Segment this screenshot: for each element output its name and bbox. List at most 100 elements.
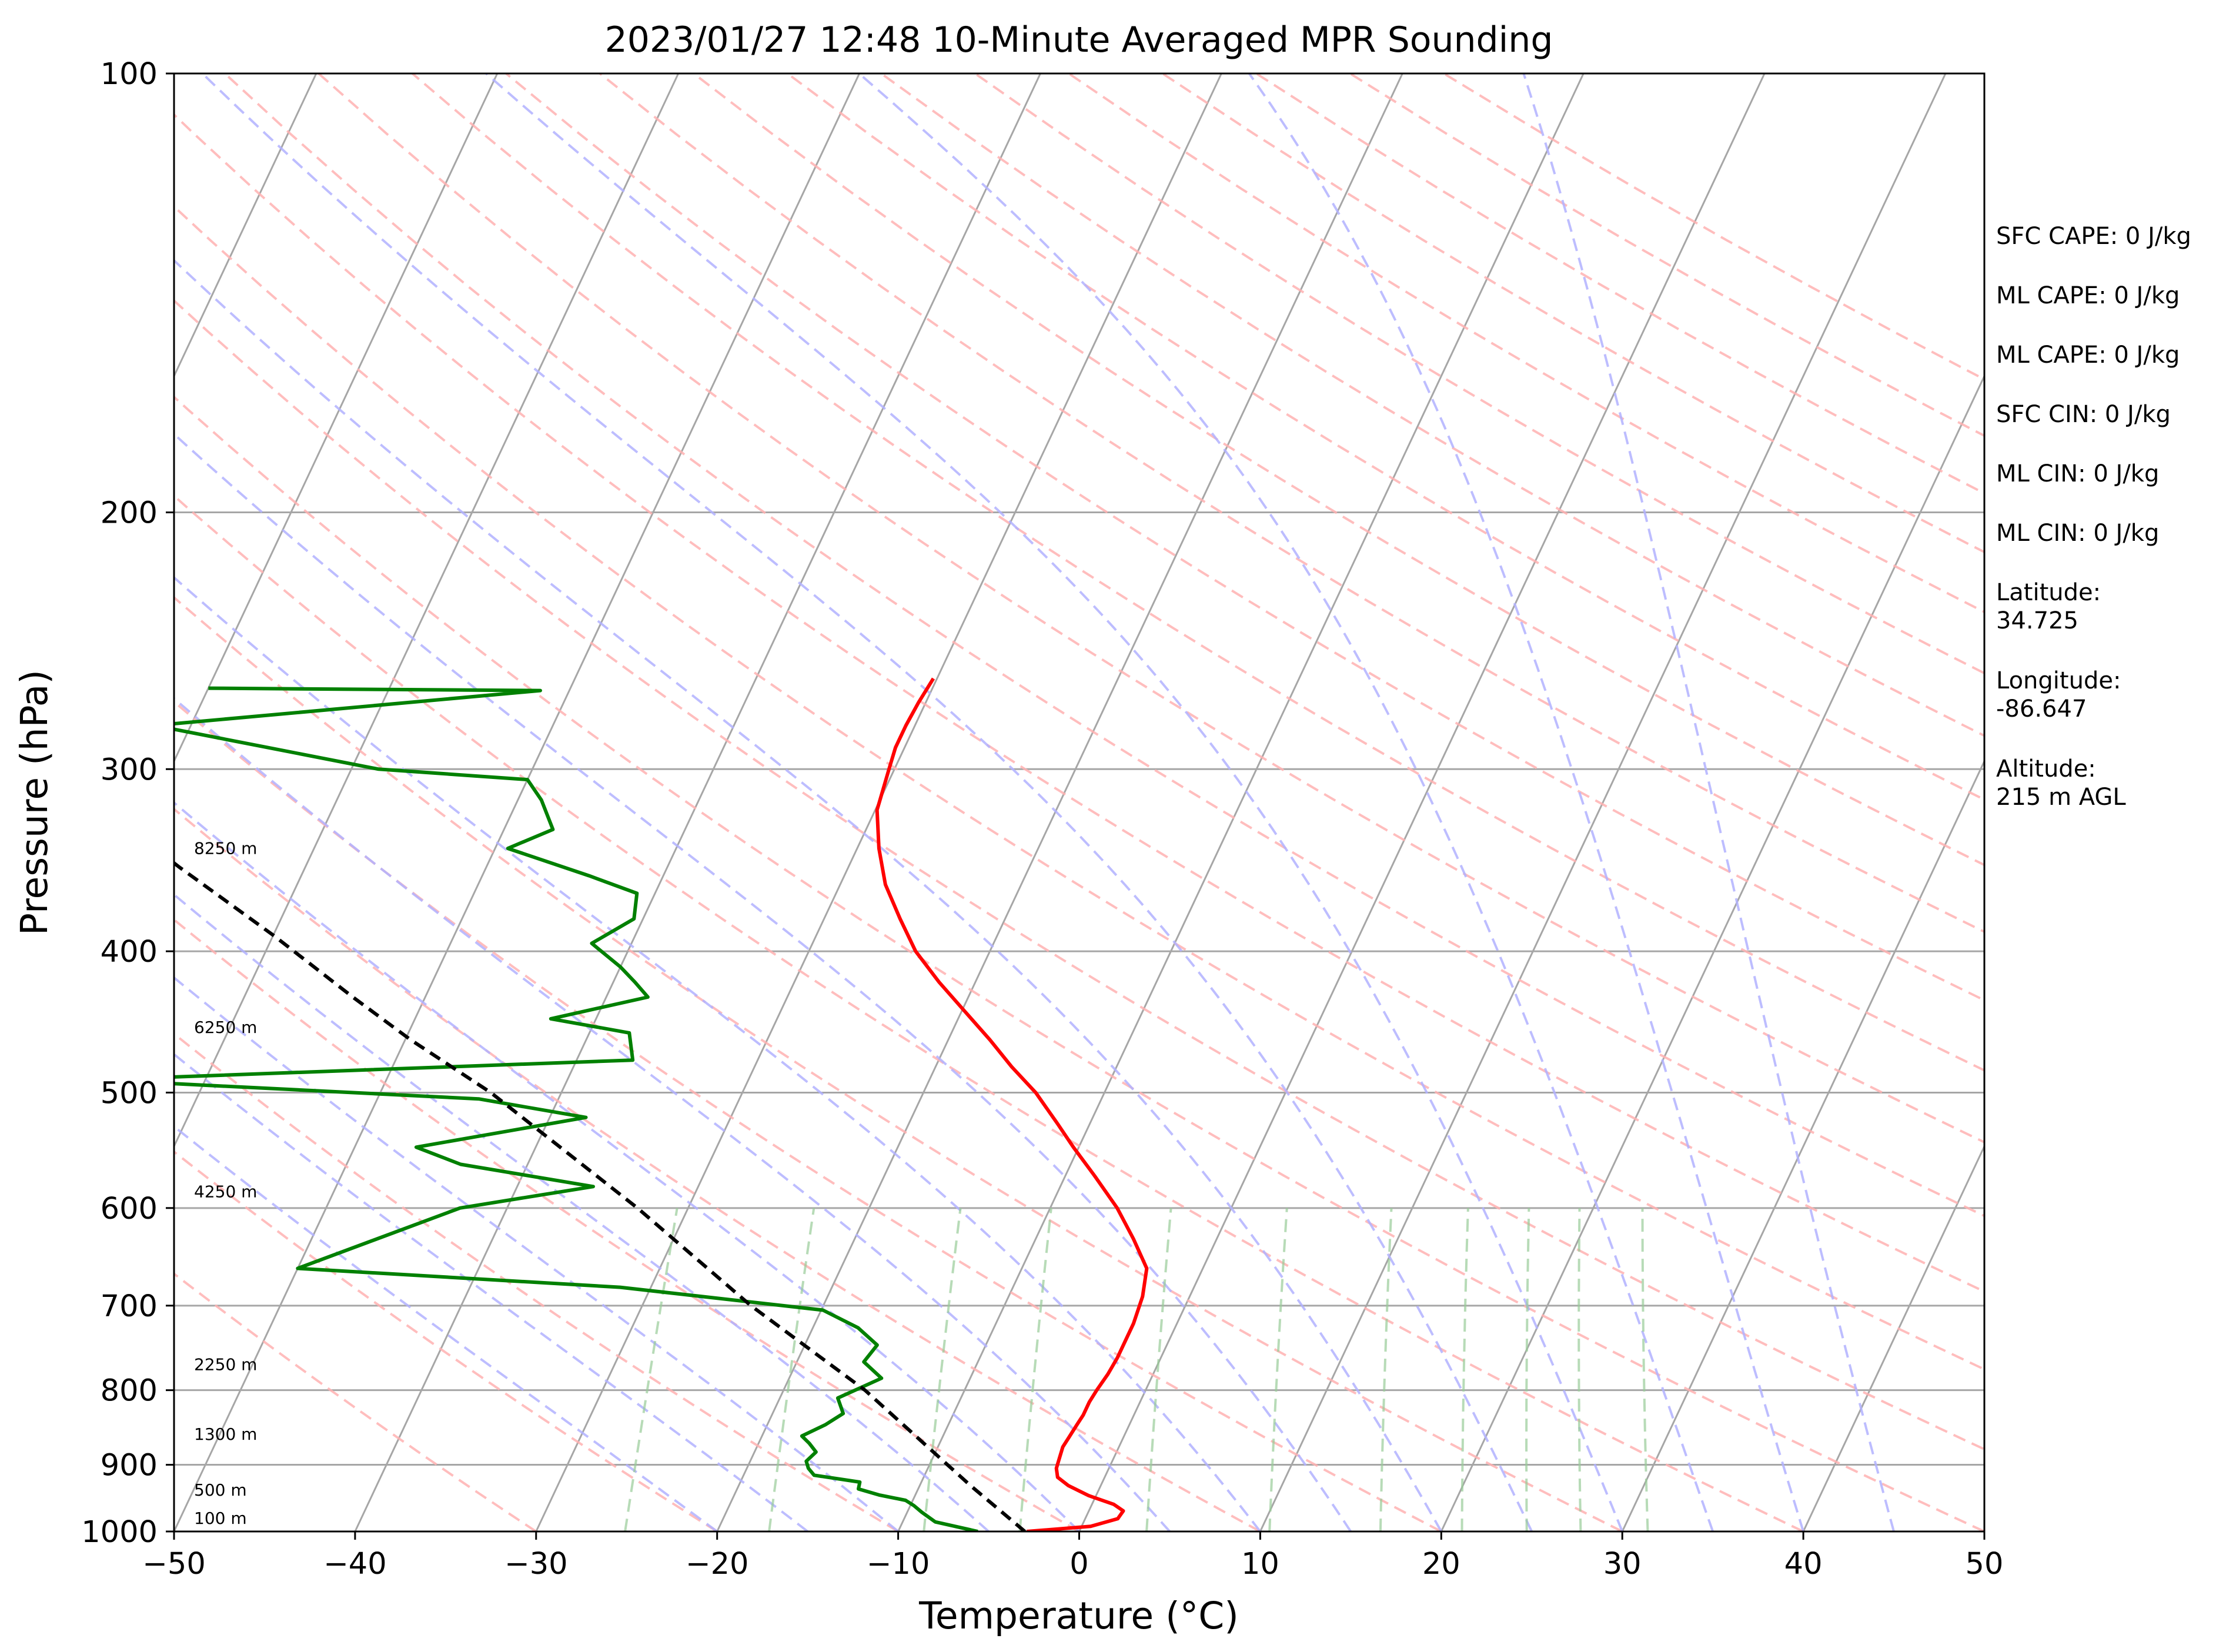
y-tick-label: 200 [101,496,158,531]
dry-adiabat-line [974,73,1984,675]
side-panel: SFC CAPE: 0 J/kg ML CAPE: 0 J/kg ML CAPE: … [1996,223,2191,811]
moist-adiabat-line [174,432,1352,1531]
dry-adiabat-line [174,113,1984,1293]
mixing-ratio-line [768,1208,815,1531]
side-panel-text: 215 m AGL [1996,784,2126,811]
x-tick-label: −50 [142,1547,206,1581]
isotherm-line [1259,73,1947,1531]
side-panel-text: Latitude: [1996,579,2101,606]
y-tick-label: 100 [101,57,158,92]
moist-adiabat-line [201,73,1533,1531]
y-tick-label: 300 [101,753,158,787]
dry-adiabat-line [174,494,1804,1531]
x-tick-label: 30 [1603,1547,1642,1581]
chart-title: 2023/01/27 12:48 10-Minute Averaged MPR … [605,19,1553,61]
dry-adiabat-line [174,1032,899,1531]
background-lines [174,73,1984,1531]
mixing-ratio-line [923,1208,962,1531]
parcel-profile [174,861,1027,1531]
side-panel-text: SFC CIN: 0 J/kg [1996,401,2171,428]
y-tick-label: 800 [101,1374,158,1409]
y-tick-label: 600 [101,1192,158,1226]
mixing-ratio-line [1460,1208,1469,1531]
dry-adiabat-line [174,1272,537,1531]
side-panel-text: 34.725 [1996,607,2078,634]
side-panel-text: ML CAPE: 0 J/kg [1996,282,2180,309]
mixing-ratio-line [1525,1208,1530,1531]
moist-adiabat-line [174,801,1080,1531]
side-panel-text: Longitude: [1996,667,2121,694]
isotherm-line [1802,1144,1984,1531]
moist-adiabat-line [174,576,1261,1531]
moist-adiabat-line [1522,73,1895,1531]
x-tick-label: 40 [1784,1547,1823,1581]
side-panel-text: SFC CAPE: 0 J/kg [1996,223,2191,250]
x-tick-label: −10 [867,1547,930,1581]
moist-adiabat-line [1248,73,1805,1531]
dry-adiabat-line [174,918,1080,1531]
moist-adiabat-line [174,259,1443,1531]
isotherm-line [897,73,1585,1531]
dry-adiabat-line [174,1150,718,1531]
dry-adiabat-line [224,73,1984,1218]
y-tick-label: 1000 [81,1515,158,1550]
height-label: 500 m [194,1480,247,1500]
dry-adiabat-line [599,73,1984,934]
x-tick-label: −40 [323,1547,387,1581]
y-tick-label: 700 [101,1289,158,1324]
mixing-ratio-line [1268,1208,1288,1531]
height-label: 6250 m [194,1018,257,1037]
axis-ticks: −50 −40 −30 −20 −10 0 10 20 30 40 50 100 200 300 400 50… [81,57,2003,1581]
isotherm-line [174,73,499,764]
isotherm-line [1440,374,1984,1531]
isotherm-line [174,73,317,379]
y-tick-label: 500 [101,1076,158,1111]
side-panel-text: Altitude: [1996,755,2096,782]
height-labels: 100 m 500 m 1300 m 2250 m 4250 m 6250 m 8250 m [194,839,257,1528]
isotherm-line [716,73,1403,1531]
isotherm-line [174,73,680,1149]
x-tick-label: 0 [1069,1547,1088,1581]
isotherm-line [174,73,860,1531]
height-label: 8250 m [194,839,257,858]
dry-adiabat-line [174,395,1984,1531]
dry-adiabat-line [880,73,1984,737]
x-tick-label: 10 [1241,1547,1279,1581]
side-panel-text: ML CIN: 0 J/kg [1996,520,2159,547]
dry-adiabat-line [174,807,1261,1531]
isotherm-line [1621,759,1984,1531]
height-label: 100 m [194,1509,247,1528]
dry-adiabat-line [174,205,1984,1371]
x-tick-label: 20 [1422,1547,1460,1581]
dry-adiabat-line [317,73,1984,1144]
height-label: 2250 m [194,1355,257,1374]
mixing-ratio-line [624,1208,679,1531]
x-tick-label: −20 [686,1547,749,1581]
dewpoint-profile [174,686,978,1531]
dry-adiabat-line [174,596,1623,1531]
mixing-ratio-line [1145,1208,1172,1531]
x-axis-label: Temperature (°C) [918,1594,1239,1637]
isotherm-line [1078,73,1766,1531]
moist-adiabat-line [485,73,1624,1531]
y-tick-label: 400 [101,935,158,969]
dry-adiabat-line [505,73,1984,1002]
side-panel-text: ML CAPE: 0 J/kg [1996,342,2180,369]
dry-adiabat-line [412,73,1984,1072]
isotherm-line [354,73,1041,1531]
mixing-ratio-line [1641,1208,1649,1531]
x-tick-label: 50 [1966,1547,2004,1581]
data-lines [174,677,1149,1531]
mixing-ratio-line [1018,1208,1052,1531]
height-label: 1300 m [194,1424,257,1444]
moist-adiabat-line [858,73,1714,1531]
height-label: 4250 m [194,1182,257,1202]
mixing-ratio-line [1577,1208,1582,1531]
dry-adiabat-line [174,299,1984,1451]
mixing-ratio-line [1379,1208,1393,1531]
side-panel-text: -86.647 [1996,695,2087,723]
side-panel-text: ML CIN: 0 J/kg [1996,460,2159,487]
temperature-profile [875,677,1149,1531]
x-tick-label: −30 [504,1547,568,1581]
